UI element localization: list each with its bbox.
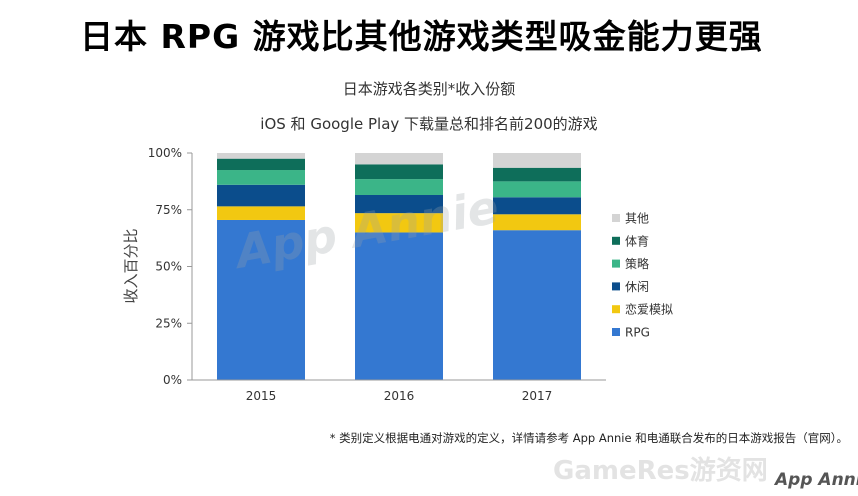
bar-segment-2017-0	[493, 230, 581, 380]
legend-swatch	[612, 259, 620, 268]
bar-segment-2015-0	[217, 219, 305, 380]
bar-segment-2017-5	[493, 153, 581, 168]
axis-layer: 2015 2016 2017 0% 25% 50% 75% 100%	[148, 146, 606, 403]
bar-segment-2016-0	[355, 232, 443, 380]
legend-label: 体育	[625, 233, 649, 248]
legend-label: 其他	[625, 212, 649, 226]
legend-label: 休闲	[625, 280, 649, 294]
bar-segment-2016-3	[355, 179, 443, 195]
x-tick-label: 2016	[384, 389, 415, 403]
bar-segment-2017-1	[493, 214, 581, 231]
y-tick-label: 100%	[148, 146, 182, 160]
bar-segment-2015-2	[217, 184, 305, 207]
x-tick-label: 2015	[246, 389, 277, 403]
bar-segment-2017-4	[493, 167, 581, 182]
legend-swatch	[612, 328, 620, 336]
footnote: * 类别定义根据电通对游戏的定义，详情请参考 App Annie 和电通联合发布…	[329, 431, 848, 445]
bar-segment-2016-2	[355, 194, 443, 214]
bar-segment-2015-4	[217, 158, 305, 171]
legend-swatch	[612, 282, 620, 291]
y-axis-label: 收入百分比	[122, 228, 140, 303]
bar-segment-2016-4	[355, 164, 443, 180]
gameres-watermark-logo: GameRes游资网	[553, 456, 768, 486]
legend-label: RPG	[625, 326, 650, 340]
y-tick-label: 0%	[163, 373, 182, 387]
legend-swatch	[612, 305, 620, 314]
legend-swatch	[612, 214, 620, 222]
bar-segment-2016-1	[355, 213, 443, 233]
page-title: 日本 RPG 游戏比其他游戏类型吸金能力更强	[80, 17, 763, 56]
bar-segment-2015-5	[217, 153, 305, 159]
bar-segment-2015-1	[217, 206, 305, 220]
y-tick-label: 25%	[155, 316, 182, 330]
bar-segment-2017-3	[493, 181, 581, 198]
y-tick-label: 75%	[155, 203, 182, 217]
legend-swatch	[612, 236, 620, 245]
app-annie-footer-logo: App Annie	[775, 470, 858, 490]
legend-label: 策略	[625, 256, 649, 271]
chart-subtitle: iOS 和 Google Play 下载量总和排名前200的游戏	[260, 115, 598, 133]
chart-title: 日本游戏各类别*收入份额	[342, 80, 516, 98]
bar-segment-2016-5	[355, 153, 443, 165]
y-tick-label: 50%	[155, 260, 182, 274]
legend-label: 恋爱模拟	[625, 302, 673, 317]
bar-segment-2017-2	[493, 197, 581, 215]
bar-segment-2015-3	[217, 170, 305, 185]
bars-layer	[217, 153, 581, 380]
x-tick-label: 2017	[522, 389, 553, 403]
